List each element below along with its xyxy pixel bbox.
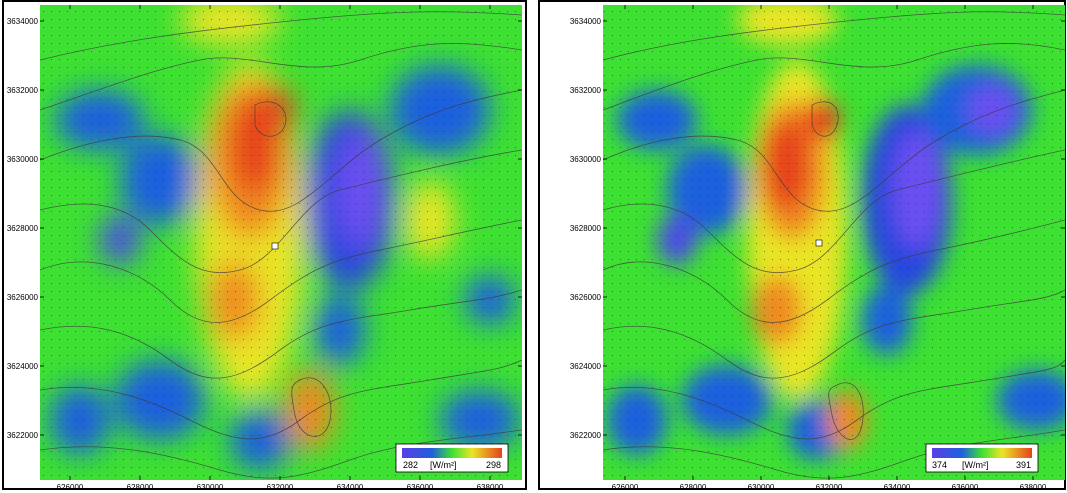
y-tick-label: 3624000 xyxy=(7,362,39,371)
y-tick-label: 3634000 xyxy=(7,17,39,26)
x-tick-label: 632000 xyxy=(267,483,294,492)
x-tick-label: 630000 xyxy=(197,483,224,492)
axis-ticks: 626000 628000 630000 632000 634000 636000 6380… xyxy=(7,5,522,492)
legend-colorbar xyxy=(402,448,502,458)
legend-unit: [W/m²] xyxy=(430,460,457,470)
x-tick-label: 634000 xyxy=(884,483,911,492)
x-tick-label: 626000 xyxy=(612,483,639,492)
contour-lines xyxy=(40,11,522,479)
site-marker xyxy=(271,242,279,250)
x-tick-label: 632000 xyxy=(816,483,843,492)
map-panel-right: 626000 628000 630000 632000 634000 636000 6380… xyxy=(537,0,1067,493)
y-tick-label: 3622000 xyxy=(570,431,602,440)
map-frame xyxy=(2,0,527,490)
y-tick-label: 3632000 xyxy=(570,86,602,95)
y-tick-label: 3628000 xyxy=(570,224,602,233)
legend-max: 391 xyxy=(1016,460,1031,470)
y-tick-label: 3632000 xyxy=(7,86,39,95)
legend-colorbar xyxy=(932,448,1032,458)
x-tick-label: 636000 xyxy=(952,483,979,492)
y-tick-label: 3634000 xyxy=(570,17,602,26)
x-tick-label: 638000 xyxy=(1020,483,1047,492)
legend: 374 [W/m²] 391 xyxy=(925,443,1039,473)
legend-min: 282 xyxy=(403,460,418,470)
contour-lines xyxy=(603,11,1065,479)
x-tick-label: 626000 xyxy=(57,483,84,492)
y-tick-label: 3628000 xyxy=(7,224,39,233)
map-panel-left: 626000 628000 630000 632000 634000 636000 6380… xyxy=(0,0,529,493)
y-tick-label: 3624000 xyxy=(570,362,602,371)
legend-max: 298 xyxy=(486,460,501,470)
y-tick-label: 3626000 xyxy=(7,293,39,302)
y-tick-label: 3626000 xyxy=(570,293,602,302)
x-tick-label: 630000 xyxy=(748,483,775,492)
y-tick-label: 3630000 xyxy=(7,155,39,164)
legend-unit: [W/m²] xyxy=(962,460,989,470)
legend: 282 [W/m²] 298 xyxy=(395,443,509,473)
x-tick-label: 634000 xyxy=(337,483,364,492)
y-tick-label: 3630000 xyxy=(570,155,602,164)
irradiance-map-left: 626000 628000 630000 632000 634000 636000 6380… xyxy=(7,5,522,492)
x-tick-label: 638000 xyxy=(477,483,504,492)
axis-ticks: 626000 628000 630000 632000 634000 636000 6380… xyxy=(570,5,1065,492)
y-tick-label: 3622000 xyxy=(7,431,39,440)
x-tick-label: 628000 xyxy=(680,483,707,492)
x-tick-label: 628000 xyxy=(127,483,154,492)
irradiance-map-right: 626000 628000 630000 632000 634000 636000 6380… xyxy=(570,5,1065,492)
site-marker xyxy=(815,239,823,247)
legend-min: 374 xyxy=(932,460,947,470)
x-tick-label: 636000 xyxy=(407,483,434,492)
